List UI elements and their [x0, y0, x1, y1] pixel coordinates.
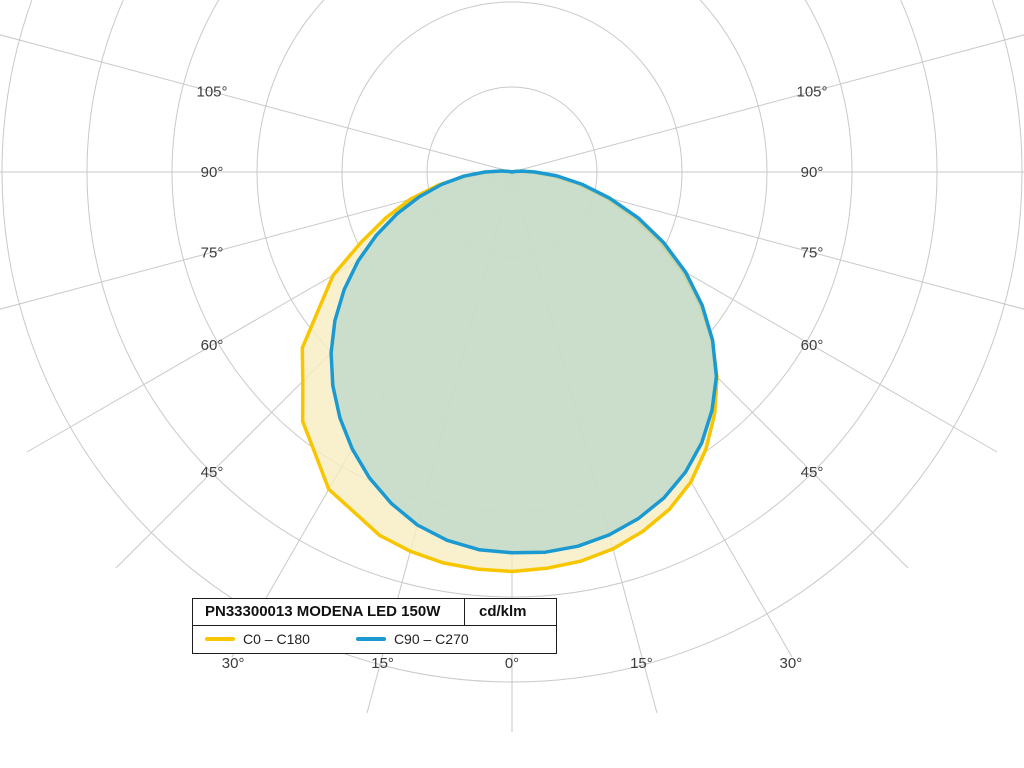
angle-tick-label: 45°	[801, 464, 824, 481]
legend-box: PN33300013 MODENA LED 150W cd/klm C0 – C…	[192, 598, 557, 654]
angle-tick-label: 75°	[801, 244, 824, 261]
grid-ray	[511, 34, 1024, 173]
angle-tick-label: 30°	[222, 655, 245, 672]
angle-tick-label: 30°	[780, 655, 803, 672]
angle-tick-label: 15°	[371, 655, 394, 672]
series-label-c0-c180: C0 – C180	[243, 631, 310, 647]
angle-tick-label: 75°	[201, 244, 224, 261]
angle-tick-label: 90°	[201, 164, 224, 181]
grid-ray	[0, 34, 513, 173]
angle-tick-label: 0°	[505, 655, 519, 672]
series-swatch-c0-c180-icon	[205, 637, 235, 641]
angle-tick-label: 105°	[196, 84, 227, 101]
unit-label: cd/klm	[464, 599, 556, 625]
series-swatch-c90-c270-icon	[355, 637, 386, 641]
angle-tick-label: 60°	[201, 337, 224, 354]
angle-tick-label: 105°	[796, 84, 827, 101]
angle-tick-label: 15°	[630, 655, 653, 672]
angle-tick-label: 60°	[801, 337, 824, 354]
legend-title-row: PN33300013 MODENA LED 150W cd/klm	[193, 599, 556, 626]
curve-c90-c270	[329, 169, 719, 555]
series-label-c90-c270: C90 – C270	[393, 631, 469, 647]
angle-tick-label: 90°	[801, 164, 824, 181]
legend-series-row: C0 – C180 C90 – C270	[193, 626, 556, 653]
chart-title: PN33300013 MODENA LED 150W	[205, 603, 441, 620]
legend-entry-c0-c180: C0 – C180	[205, 631, 310, 647]
angle-tick-label: 45°	[201, 464, 224, 481]
legend-entry-c90-c270: C90 – C270	[355, 631, 469, 647]
